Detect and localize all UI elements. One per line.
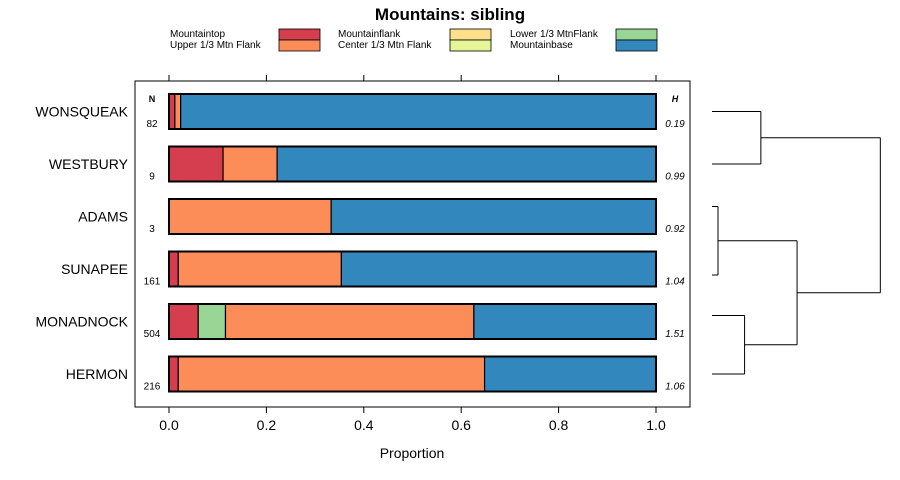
bar-segment [168, 198, 332, 235]
category-label: ADAMS [78, 209, 128, 225]
bar-segment [177, 355, 486, 393]
bar-segment [174, 93, 182, 130]
n-label: 82 [146, 119, 158, 130]
h-column-header: H [672, 94, 679, 104]
n-column-header: N [149, 94, 156, 104]
x-axis: 0.0 0.2 0.4 0.6 0.8 1.0 [159, 75, 666, 433]
bar-segment [180, 93, 657, 130]
legend-swatch [615, 28, 658, 41]
n-label: 161 [144, 277, 161, 288]
x-axis-label: Proportion [380, 445, 445, 461]
bar-segment [276, 145, 657, 183]
category-label: WESTBURY [49, 156, 129, 172]
bar-segment [340, 250, 657, 288]
n-label: 9 [149, 172, 155, 183]
bar-segment [224, 303, 475, 340]
bar-outline [168, 355, 657, 393]
bar-outline [168, 250, 657, 288]
bar-segment [168, 250, 179, 288]
legend-label: Upper 1/3 Mtn Flank [170, 40, 262, 51]
h-label: 1.04 [665, 277, 685, 288]
bar-segment [483, 355, 657, 393]
bar-segment [197, 303, 227, 340]
h-label: 1.06 [665, 382, 685, 393]
bar-outline [168, 303, 657, 340]
legend-label: Center 1/3 Mtn Flank [338, 40, 432, 51]
row-labels: WONSQUEAK 82 0.19 WESTBURY 9 0.99 ADAMS 3 0.92 SU… [35, 104, 685, 393]
chart-title: Mountains: sibling [375, 5, 525, 24]
legend-swatch [278, 28, 321, 41]
n-label: 216 [144, 382, 161, 393]
legend-label: Mountainflank [338, 29, 401, 40]
n-label: 504 [144, 329, 161, 340]
bar-segment [168, 355, 179, 393]
legend-label: Mountainbase [510, 40, 573, 51]
plot-frame [134, 80, 691, 408]
bar-segment [168, 303, 199, 340]
bar-outline [168, 198, 657, 235]
bar-segment [222, 145, 278, 183]
legend-label: Mountaintop [170, 29, 225, 40]
category-label: MONADNOCK [35, 314, 128, 330]
legend-label: Lower 1/3 MtnFlank [510, 29, 599, 40]
bar-segment [177, 250, 342, 288]
bar-segment [473, 303, 657, 340]
h-label: 0.99 [665, 172, 685, 183]
h-label: 0.19 [665, 119, 685, 130]
bar-segment [330, 198, 657, 235]
bars [168, 93, 657, 393]
x-tick-label: 0.0 [159, 417, 179, 433]
h-label: 0.92 [665, 224, 685, 235]
category-label: SUNAPEE [61, 261, 128, 277]
x-tick-label: 0.8 [549, 417, 569, 433]
category-label: HERMON [66, 366, 128, 382]
legend-swatch [449, 39, 492, 52]
x-tick-label: 0.2 [257, 417, 277, 433]
dendrogram [712, 111, 881, 375]
legend-swatch [615, 39, 658, 52]
x-tick-label: 0.4 [354, 417, 374, 433]
x-tick-label: 0.6 [451, 417, 471, 433]
bar-outline [168, 145, 657, 183]
n-label: 3 [149, 224, 155, 235]
category-label: WONSQUEAK [35, 104, 128, 120]
legend-swatch [278, 39, 321, 52]
h-label: 1.51 [665, 329, 684, 340]
bar-outline [168, 93, 657, 130]
x-tick-label: 1.0 [646, 417, 666, 433]
legend-swatch [449, 28, 492, 41]
bar-segment [168, 145, 224, 183]
